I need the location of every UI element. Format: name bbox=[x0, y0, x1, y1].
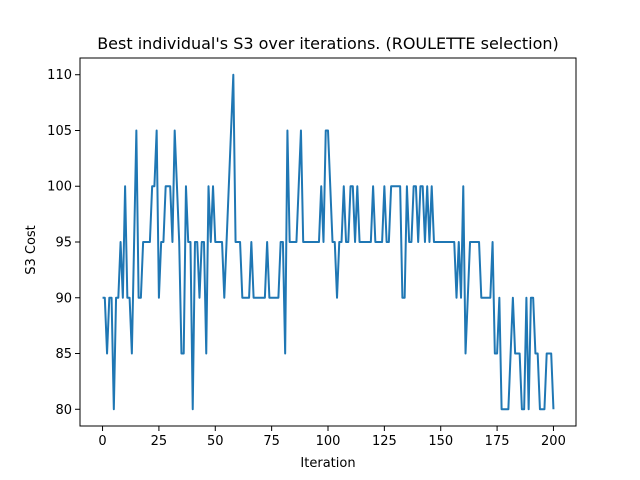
y-axis-title: S3 Cost bbox=[24, 225, 39, 275]
x-tick-label: 100 bbox=[316, 434, 341, 449]
x-tick-label: 200 bbox=[541, 434, 566, 449]
y-tick-label: 80 bbox=[55, 403, 72, 418]
y-tick-label: 90 bbox=[55, 291, 72, 306]
series-line bbox=[102, 73, 555, 411]
y-tick-label: 100 bbox=[47, 180, 72, 195]
x-tick-label: 0 bbox=[98, 434, 106, 449]
x-axis-title: Iteration bbox=[300, 456, 355, 471]
plot-area: 0 25 50 75 100 125 150 175 200 80 85 90 95 100 105 110 bbox=[47, 57, 577, 449]
x-tick-label: 25 bbox=[151, 434, 168, 449]
x-tick-label: 150 bbox=[428, 434, 453, 449]
y-tick-label: 105 bbox=[47, 124, 72, 139]
x-tick-label: 75 bbox=[263, 434, 280, 449]
chart-title: Best individual's S3 over iterations. (R… bbox=[97, 34, 559, 53]
x-tick-label: 50 bbox=[207, 434, 224, 449]
y-tick-label: 110 bbox=[47, 68, 72, 83]
y-tick-label: 85 bbox=[55, 347, 72, 362]
y-tick-label: 95 bbox=[55, 236, 72, 251]
x-tick-label: 125 bbox=[372, 434, 397, 449]
x-tick-label: 175 bbox=[485, 434, 510, 449]
